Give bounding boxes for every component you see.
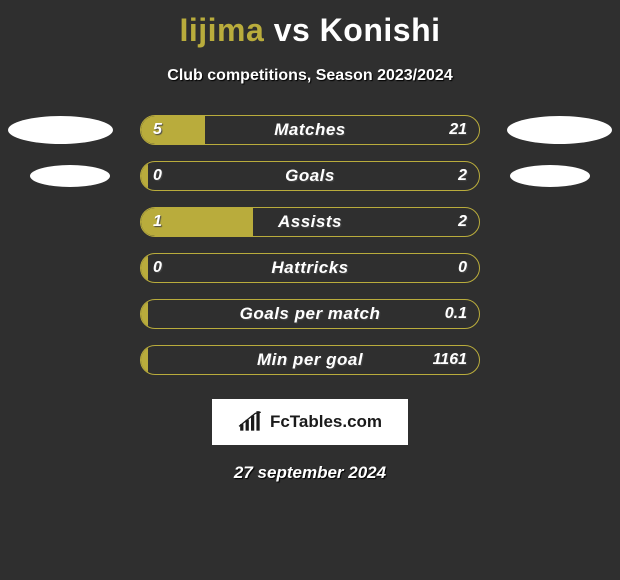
source-badge-text: FcTables.com	[270, 412, 382, 432]
page-title: Iijima vs Konishi	[179, 12, 440, 49]
stat-row-matches: 5 Matches 21	[0, 115, 620, 145]
source-badge[interactable]: FcTables.com	[212, 399, 408, 445]
stat-label: Goals per match	[141, 300, 479, 328]
stat-row-min-per-goal: Min per goal 1161	[0, 345, 620, 375]
stat-label: Hattricks	[141, 254, 479, 282]
bar-chart-icon	[238, 411, 264, 433]
stat-value-right: 0.1	[445, 300, 467, 328]
comparison-chart: 5 Matches 21 0 Goals 2 1 Assists 2	[0, 115, 620, 391]
stat-value-right: 0	[458, 254, 467, 282]
stat-value-right: 21	[449, 116, 467, 144]
bar-track: 0 Goals 2	[140, 161, 480, 191]
player1-name: Iijima	[179, 12, 264, 48]
stat-label: Assists	[141, 208, 479, 236]
ellipse-right	[507, 116, 612, 144]
stat-value-right: 2	[458, 162, 467, 190]
bar-track: Goals per match 0.1	[140, 299, 480, 329]
player2-name: Konishi	[320, 12, 441, 48]
stat-value-right: 2	[458, 208, 467, 236]
stat-row-assists: 1 Assists 2	[0, 207, 620, 237]
stat-row-goals-per-match: Goals per match 0.1	[0, 299, 620, 329]
bar-track: 5 Matches 21	[140, 115, 480, 145]
ellipse-left	[8, 116, 113, 144]
stat-label: Min per goal	[141, 346, 479, 374]
subtitle: Club competitions, Season 2023/2024	[167, 67, 452, 85]
comparison-widget: Iijima vs Konishi Club competitions, Sea…	[0, 0, 620, 483]
bar-track: 0 Hattricks 0	[140, 253, 480, 283]
stat-value-right: 1161	[433, 346, 467, 374]
ellipse-left	[30, 165, 110, 187]
stat-label: Matches	[141, 116, 479, 144]
ellipse-right	[510, 165, 590, 187]
stat-row-goals: 0 Goals 2	[0, 161, 620, 191]
bar-track: 1 Assists 2	[140, 207, 480, 237]
date-text: 27 september 2024	[234, 463, 386, 483]
bar-track: Min per goal 1161	[140, 345, 480, 375]
stat-label: Goals	[141, 162, 479, 190]
vs-text: vs	[274, 12, 311, 48]
stat-row-hattricks: 0 Hattricks 0	[0, 253, 620, 283]
